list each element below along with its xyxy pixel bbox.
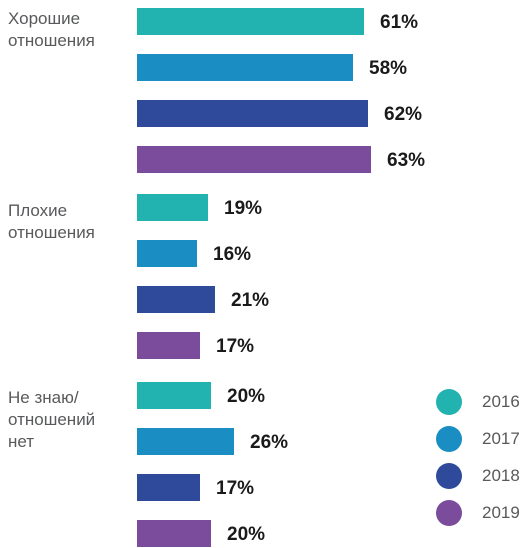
bar [137, 8, 364, 35]
data-label: 17% [216, 336, 255, 357]
data-label: 58% [369, 58, 408, 79]
bar [137, 428, 234, 455]
category-label-line: Хорошие [8, 9, 81, 28]
bar [137, 54, 353, 81]
bar [137, 382, 211, 409]
legend-label: 2016 [482, 392, 520, 411]
category-label-line: отношения [8, 223, 95, 242]
data-label: 61% [380, 12, 419, 33]
legend-swatch [436, 426, 462, 452]
data-label: 20% [227, 524, 266, 545]
legend-label: 2019 [482, 503, 520, 522]
category-label-line: Плохие [8, 201, 68, 220]
bar [137, 520, 211, 547]
data-label: 16% [213, 244, 252, 265]
legend-label: 2017 [482, 429, 520, 448]
bar [137, 332, 200, 359]
category-label: Хорошие отношения [8, 8, 95, 52]
data-label: 17% [216, 478, 255, 499]
legend-swatch [436, 463, 462, 489]
bar [137, 474, 200, 501]
data-label: 21% [231, 290, 270, 311]
bar [137, 194, 208, 221]
data-label: 63% [387, 150, 426, 171]
bar [137, 146, 371, 173]
bar [137, 100, 368, 127]
data-label: 26% [250, 432, 289, 453]
category-label-line: Не знаю/ [8, 388, 79, 407]
category-label-line: отношений [8, 410, 96, 429]
legend-label: 2018 [482, 466, 520, 485]
category-label: Плохие отношения [8, 200, 95, 244]
bar [137, 286, 215, 313]
category-label-line: отношения [8, 31, 95, 50]
category-label-line: нет [8, 432, 35, 451]
legend-swatch [436, 500, 462, 526]
category-label: Не знаю/отношений нет [8, 387, 95, 453]
data-label: 19% [224, 198, 263, 219]
bar [137, 240, 197, 267]
legend-swatch [436, 389, 462, 415]
data-label: 20% [227, 386, 266, 407]
data-label: 62% [384, 104, 423, 125]
